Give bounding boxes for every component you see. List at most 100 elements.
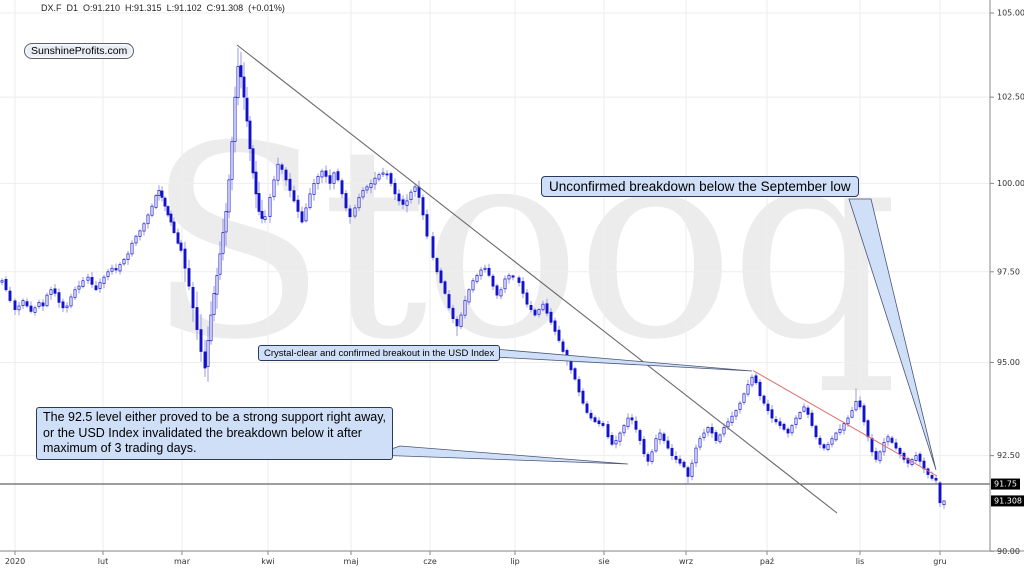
candle-body: [381, 172, 385, 175]
candle-body: [13, 300, 17, 310]
candle-body: [236, 66, 240, 99]
last-price-tag-bg: [991, 495, 1024, 507]
candle-body: [690, 462, 694, 477]
candle-body: [589, 412, 593, 419]
candle-body: [463, 300, 467, 316]
candle-body: [601, 423, 605, 426]
candle-body: [94, 285, 98, 291]
candle-body: [393, 182, 397, 195]
candle-body: [61, 301, 65, 309]
candle-body: [878, 451, 882, 462]
candle-body: [638, 430, 642, 441]
candle-body: [377, 174, 381, 180]
candle-body: [730, 415, 734, 423]
candle-body: [890, 437, 894, 443]
candle-body: [288, 178, 292, 191]
candle-body: [280, 164, 284, 170]
candle-body: [373, 177, 377, 185]
candle-body: [794, 417, 798, 425]
candle-body: [718, 434, 722, 443]
candle-body: [670, 447, 674, 456]
candle-body: [758, 381, 762, 397]
candles-layer: [0, 47, 946, 509]
candle-body: [630, 417, 634, 421]
candle-body: [674, 456, 678, 460]
candle-body: [86, 276, 90, 281]
candle-body: [296, 199, 300, 212]
candle-body: [834, 432, 838, 441]
candle-body: [324, 170, 328, 177]
candle-body: [166, 206, 170, 216]
candle-body: [666, 440, 670, 449]
candle-body: [284, 169, 288, 181]
candle-body: [894, 442, 898, 449]
candle-body: [858, 400, 862, 408]
candle-body: [491, 275, 495, 287]
candle-body: [561, 341, 565, 352]
candle-body: [268, 197, 272, 217]
candle-body: [593, 417, 597, 423]
callout-crystal-clear: [493, 348, 753, 372]
callout-92-5-support: [373, 445, 629, 465]
candle-body: [69, 296, 73, 307]
candle-body: [172, 221, 176, 233]
candle-body: [746, 384, 750, 395]
candle-body: [511, 275, 515, 278]
candle-body: [774, 418, 778, 423]
candle-body: [195, 307, 199, 330]
candle-body: [365, 186, 369, 191]
month-tick-label: gru: [933, 557, 946, 566]
candle-body: [557, 329, 561, 341]
candle-body: [292, 190, 296, 202]
candle-body: [537, 309, 541, 315]
month-tick-label: lis: [856, 557, 865, 566]
candle-body: [183, 248, 187, 269]
gridlines: [0, 0, 990, 552]
candle-body: [312, 183, 316, 195]
candle-body: [4, 279, 8, 291]
candle-body: [830, 438, 834, 445]
candle-body: [738, 402, 742, 410]
price-tick-label: 97.50: [997, 267, 1020, 276]
month-tick-label: sie: [598, 557, 609, 566]
candle-body: [854, 400, 858, 411]
candle-body: [272, 179, 276, 198]
candle-body: [251, 148, 255, 174]
candle-body: [754, 375, 758, 384]
month-tick-label: cze: [423, 557, 437, 566]
candle-body: [581, 390, 585, 404]
stooq-watermark: Stooq: [146, 90, 899, 398]
candle-body: [822, 444, 826, 449]
candle-body: [332, 172, 336, 184]
candle-body: [686, 467, 690, 477]
candle-body: [714, 432, 718, 441]
candle-body: [786, 428, 790, 434]
candle-body: [541, 303, 545, 311]
candle-body: [344, 193, 348, 209]
candle-body: [106, 271, 110, 277]
candle-body: [750, 376, 754, 386]
candle-body: [517, 277, 521, 283]
candle-body: [413, 186, 417, 192]
candle-body: [782, 423, 786, 430]
candle-body: [114, 268, 118, 271]
candle-body: [597, 420, 601, 425]
candle-body: [525, 292, 529, 305]
candle-body: [742, 393, 746, 403]
candle-body: [870, 437, 874, 453]
candle-body: [483, 267, 487, 270]
annotation-crystal-clear-breakout: Crystal-clear and confirmed breakout in …: [258, 345, 501, 361]
candle-body: [353, 207, 357, 217]
candle-body: [487, 267, 491, 276]
candle-body: [209, 314, 213, 342]
candle-body: [401, 199, 405, 205]
candle-body: [304, 207, 308, 222]
sunshineprofits-badge: SunshineProfits.com: [24, 43, 135, 59]
candle-body: [529, 305, 533, 310]
candle-body: [77, 285, 81, 290]
candle-body: [443, 281, 447, 294]
candle-body: [242, 76, 246, 98]
candle-body: [790, 425, 794, 434]
candle-body: [142, 223, 146, 232]
